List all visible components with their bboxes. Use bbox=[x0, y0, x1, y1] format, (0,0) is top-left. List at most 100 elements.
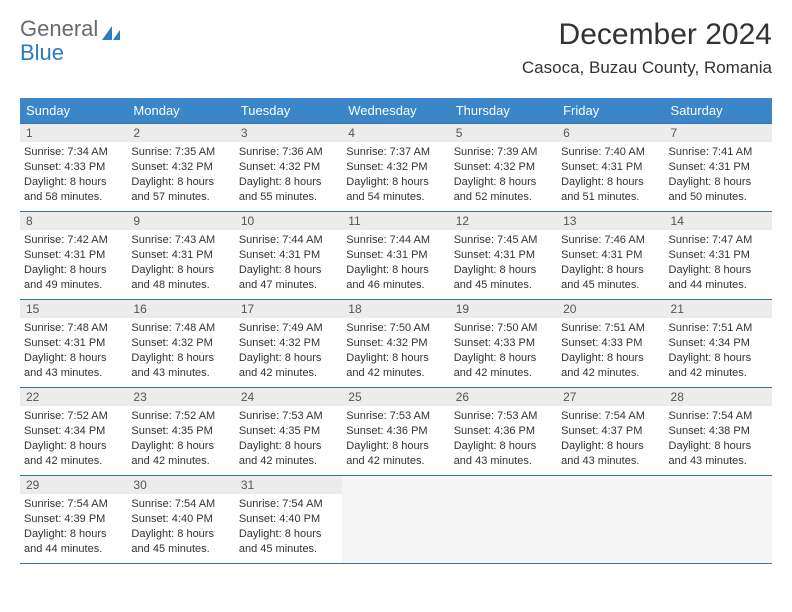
daylight-text: Daylight: 8 hours bbox=[131, 263, 230, 278]
sunset-text: Sunset: 4:32 PM bbox=[239, 336, 338, 351]
sunset-text: Sunset: 4:35 PM bbox=[131, 424, 230, 439]
day-number: 14 bbox=[665, 212, 772, 230]
day-cell bbox=[342, 476, 449, 564]
daylight-text: and 42 minutes. bbox=[561, 366, 660, 381]
sunset-text: Sunset: 4:32 PM bbox=[454, 160, 553, 175]
daylight-text: and 42 minutes. bbox=[669, 366, 768, 381]
sunset-text: Sunset: 4:33 PM bbox=[454, 336, 553, 351]
day-number: 28 bbox=[665, 388, 772, 406]
daylight-text: Daylight: 8 hours bbox=[131, 527, 230, 542]
day-details: Sunrise: 7:49 AMSunset: 4:32 PMDaylight:… bbox=[235, 318, 342, 384]
day-details: Sunrise: 7:35 AMSunset: 4:32 PMDaylight:… bbox=[127, 142, 234, 208]
sunset-text: Sunset: 4:31 PM bbox=[239, 248, 338, 263]
daylight-text: Daylight: 8 hours bbox=[24, 263, 123, 278]
day-details: Sunrise: 7:50 AMSunset: 4:33 PMDaylight:… bbox=[450, 318, 557, 384]
sunset-text: Sunset: 4:32 PM bbox=[131, 336, 230, 351]
day-cell bbox=[557, 476, 664, 564]
week-row: 29Sunrise: 7:54 AMSunset: 4:39 PMDayligh… bbox=[20, 476, 772, 564]
sunrise-text: Sunrise: 7:41 AM bbox=[669, 145, 768, 160]
sunrise-text: Sunrise: 7:54 AM bbox=[561, 409, 660, 424]
sunrise-text: Sunrise: 7:53 AM bbox=[239, 409, 338, 424]
sunrise-text: Sunrise: 7:52 AM bbox=[24, 409, 123, 424]
daylight-text: and 54 minutes. bbox=[346, 190, 445, 205]
day-number: 24 bbox=[235, 388, 342, 406]
day-number: 17 bbox=[235, 300, 342, 318]
sunset-text: Sunset: 4:38 PM bbox=[669, 424, 768, 439]
day-cell: 4Sunrise: 7:37 AMSunset: 4:32 PMDaylight… bbox=[342, 124, 449, 212]
daylight-text: and 42 minutes. bbox=[24, 454, 123, 469]
daylight-text: and 43 minutes. bbox=[669, 454, 768, 469]
day-cell: 3Sunrise: 7:36 AMSunset: 4:32 PMDaylight… bbox=[235, 124, 342, 212]
day-cell: 11Sunrise: 7:44 AMSunset: 4:31 PMDayligh… bbox=[342, 212, 449, 300]
sunrise-text: Sunrise: 7:43 AM bbox=[131, 233, 230, 248]
day-number: 15 bbox=[20, 300, 127, 318]
day-details: Sunrise: 7:53 AMSunset: 4:36 PMDaylight:… bbox=[342, 406, 449, 472]
day-number: 9 bbox=[127, 212, 234, 230]
sunrise-text: Sunrise: 7:42 AM bbox=[24, 233, 123, 248]
day-number: 8 bbox=[20, 212, 127, 230]
day-cell: 8Sunrise: 7:42 AMSunset: 4:31 PMDaylight… bbox=[20, 212, 127, 300]
daylight-text: Daylight: 8 hours bbox=[239, 263, 338, 278]
day-number: 6 bbox=[557, 124, 664, 142]
day-number: 22 bbox=[20, 388, 127, 406]
day-cell: 5Sunrise: 7:39 AMSunset: 4:32 PMDaylight… bbox=[450, 124, 557, 212]
daylight-text: and 46 minutes. bbox=[346, 278, 445, 293]
day-number: 11 bbox=[342, 212, 449, 230]
calendar-body: 1Sunrise: 7:34 AMSunset: 4:33 PMDaylight… bbox=[20, 124, 772, 564]
day-cell: 10Sunrise: 7:44 AMSunset: 4:31 PMDayligh… bbox=[235, 212, 342, 300]
logo-sail-icon bbox=[102, 22, 120, 36]
weekday-header: Tuesday bbox=[235, 98, 342, 124]
day-number-empty bbox=[557, 476, 664, 494]
daylight-text: Daylight: 8 hours bbox=[239, 175, 338, 190]
sunrise-text: Sunrise: 7:44 AM bbox=[346, 233, 445, 248]
sunrise-text: Sunrise: 7:45 AM bbox=[454, 233, 553, 248]
daylight-text: and 48 minutes. bbox=[131, 278, 230, 293]
daylight-text: and 45 minutes. bbox=[239, 542, 338, 557]
day-cell: 18Sunrise: 7:50 AMSunset: 4:32 PMDayligh… bbox=[342, 300, 449, 388]
day-cell: 23Sunrise: 7:52 AMSunset: 4:35 PMDayligh… bbox=[127, 388, 234, 476]
sunset-text: Sunset: 4:39 PM bbox=[24, 512, 123, 527]
daylight-text: and 51 minutes. bbox=[561, 190, 660, 205]
sunset-text: Sunset: 4:36 PM bbox=[346, 424, 445, 439]
day-cell: 29Sunrise: 7:54 AMSunset: 4:39 PMDayligh… bbox=[20, 476, 127, 564]
day-cell: 27Sunrise: 7:54 AMSunset: 4:37 PMDayligh… bbox=[557, 388, 664, 476]
day-number: 19 bbox=[450, 300, 557, 318]
calendar-table: SundayMondayTuesdayWednesdayThursdayFrid… bbox=[20, 98, 772, 564]
sunrise-text: Sunrise: 7:35 AM bbox=[131, 145, 230, 160]
day-details: Sunrise: 7:51 AMSunset: 4:33 PMDaylight:… bbox=[557, 318, 664, 384]
sunrise-text: Sunrise: 7:36 AM bbox=[239, 145, 338, 160]
weekday-header: Friday bbox=[557, 98, 664, 124]
daylight-text: and 47 minutes. bbox=[239, 278, 338, 293]
sunset-text: Sunset: 4:33 PM bbox=[561, 336, 660, 351]
sunrise-text: Sunrise: 7:50 AM bbox=[454, 321, 553, 336]
daylight-text: and 45 minutes. bbox=[131, 542, 230, 557]
header: General December 2024 Casoca, Buzau Coun… bbox=[20, 18, 772, 82]
day-number: 12 bbox=[450, 212, 557, 230]
day-details: Sunrise: 7:53 AMSunset: 4:36 PMDaylight:… bbox=[450, 406, 557, 472]
sunrise-text: Sunrise: 7:54 AM bbox=[24, 497, 123, 512]
day-details: Sunrise: 7:39 AMSunset: 4:32 PMDaylight:… bbox=[450, 142, 557, 208]
day-cell: 7Sunrise: 7:41 AMSunset: 4:31 PMDaylight… bbox=[665, 124, 772, 212]
daylight-text: Daylight: 8 hours bbox=[561, 175, 660, 190]
daylight-text: Daylight: 8 hours bbox=[454, 439, 553, 454]
daylight-text: Daylight: 8 hours bbox=[454, 351, 553, 366]
sunrise-text: Sunrise: 7:51 AM bbox=[669, 321, 768, 336]
daylight-text: and 44 minutes. bbox=[24, 542, 123, 557]
sunrise-text: Sunrise: 7:50 AM bbox=[346, 321, 445, 336]
daylight-text: and 57 minutes. bbox=[131, 190, 230, 205]
sunrise-text: Sunrise: 7:51 AM bbox=[561, 321, 660, 336]
daylight-text: Daylight: 8 hours bbox=[239, 439, 338, 454]
daylight-text: Daylight: 8 hours bbox=[24, 175, 123, 190]
daylight-text: and 43 minutes. bbox=[131, 366, 230, 381]
sunrise-text: Sunrise: 7:54 AM bbox=[131, 497, 230, 512]
sunset-text: Sunset: 4:31 PM bbox=[561, 248, 660, 263]
daylight-text: Daylight: 8 hours bbox=[346, 439, 445, 454]
sunrise-text: Sunrise: 7:52 AM bbox=[131, 409, 230, 424]
day-number: 2 bbox=[127, 124, 234, 142]
day-details: Sunrise: 7:37 AMSunset: 4:32 PMDaylight:… bbox=[342, 142, 449, 208]
sunrise-text: Sunrise: 7:47 AM bbox=[669, 233, 768, 248]
day-cell: 14Sunrise: 7:47 AMSunset: 4:31 PMDayligh… bbox=[665, 212, 772, 300]
daylight-text: Daylight: 8 hours bbox=[561, 351, 660, 366]
sunrise-text: Sunrise: 7:54 AM bbox=[239, 497, 338, 512]
daylight-text: and 49 minutes. bbox=[24, 278, 123, 293]
